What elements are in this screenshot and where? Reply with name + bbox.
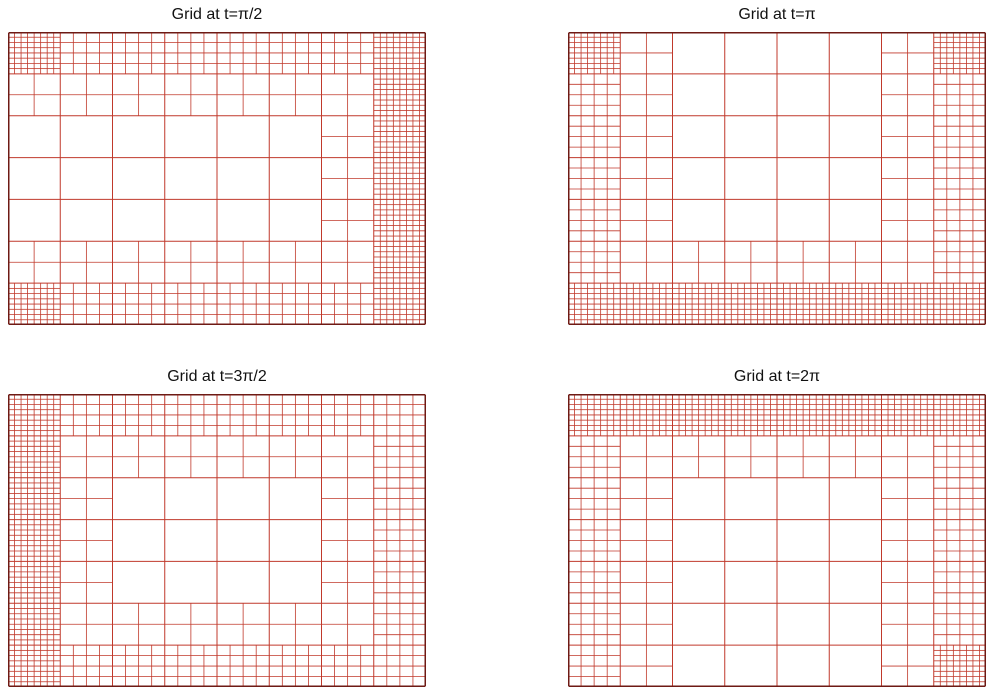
adaptive-grid [568,394,986,687]
adaptive-grid [568,32,986,325]
adaptive-grid [8,32,426,325]
panel-top-left: Grid at t=π/2 [8,5,426,325]
panel-title: Grid at t=2π [733,368,821,385]
panel-bottom-right: Grid at t=2π [568,367,986,687]
panel-top-right: Grid at t=π [568,5,986,325]
adaptive-grid [8,394,426,687]
panel-bottom-left: Grid at t=3π/2 [8,367,426,687]
panel-title: Grid at t=3π/2 [167,368,267,385]
panel-title: Grid at t=π [738,6,816,23]
panel-title: Grid at t=π/2 [171,6,263,23]
